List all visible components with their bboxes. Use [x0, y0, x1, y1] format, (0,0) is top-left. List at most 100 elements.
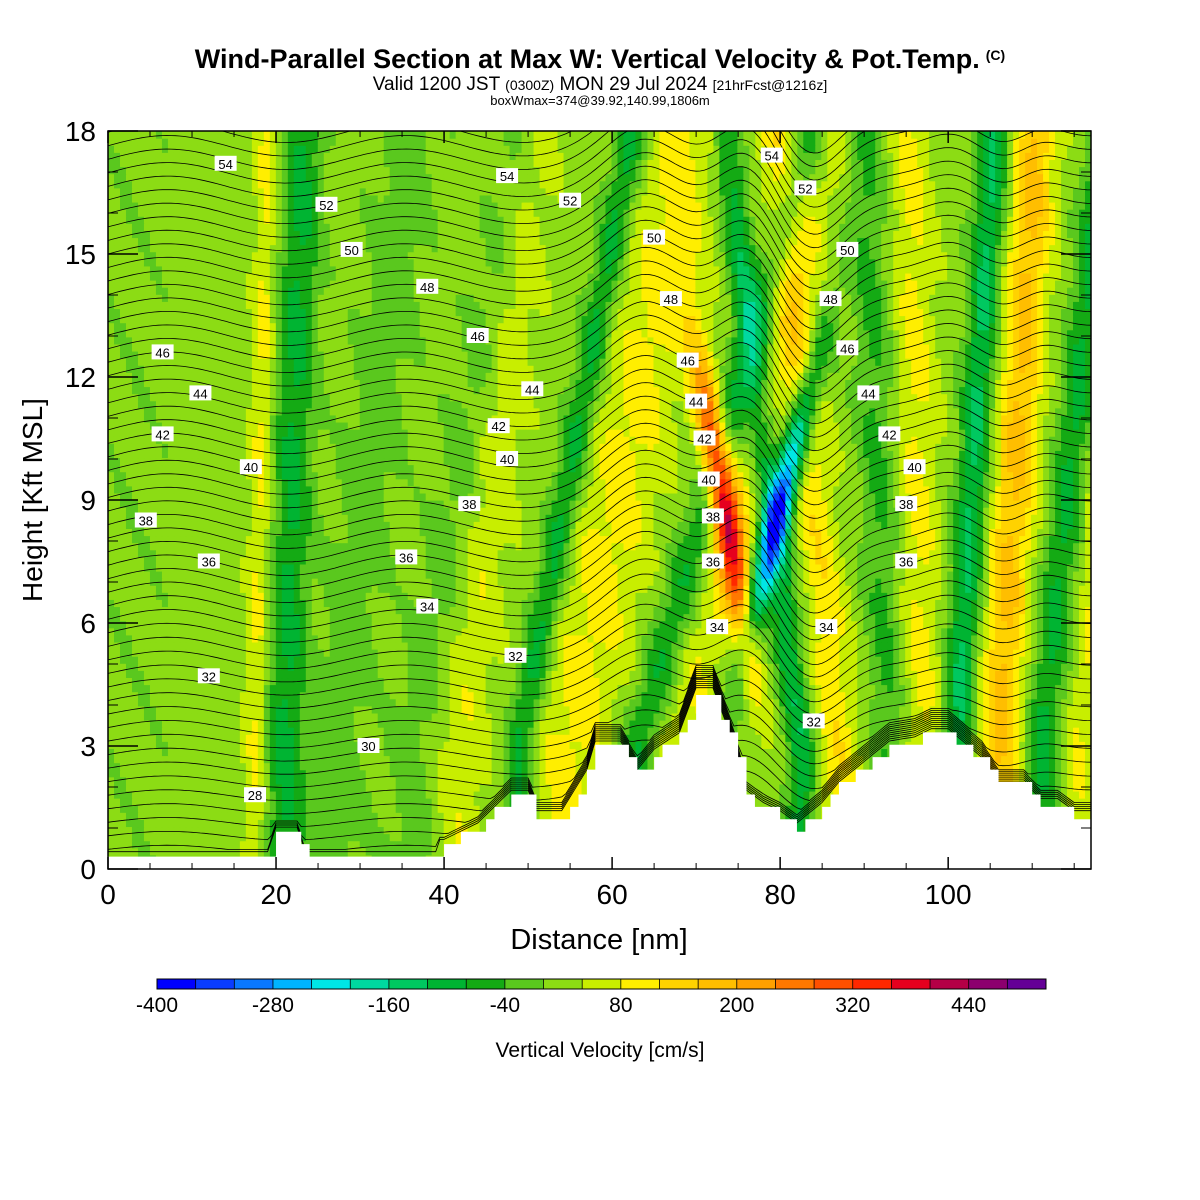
w-cell [869, 656, 876, 664]
w-cell [437, 670, 445, 679]
w-cell [467, 705, 475, 714]
w-cell [863, 670, 870, 679]
w-cell [233, 705, 241, 714]
w-cell [323, 712, 331, 721]
w-cell [167, 684, 175, 693]
w-cell [485, 762, 493, 771]
w-cell [215, 719, 223, 728]
w-cell [551, 712, 559, 721]
w-cell [215, 705, 223, 714]
w-cell [287, 734, 295, 742]
w-cell [431, 798, 439, 806]
w-cell [533, 719, 541, 728]
w-cell [473, 741, 481, 749]
w-cell [407, 670, 415, 679]
w-cell [431, 826, 439, 835]
w-cell [371, 684, 379, 693]
w-cell [503, 684, 511, 693]
w-cell [191, 712, 199, 721]
w-cell [761, 769, 768, 778]
w-cell [995, 712, 1002, 721]
w-cell [365, 798, 373, 806]
w-cell [263, 712, 271, 721]
w-cell [335, 719, 343, 728]
w-cell [1079, 705, 1086, 714]
w-cell [1055, 719, 1062, 728]
w-cell [281, 805, 289, 813]
w-cell [581, 698, 589, 707]
w-cell [857, 712, 864, 721]
w-cell [1067, 656, 1074, 664]
w-cell [1007, 670, 1014, 679]
w-cell [1049, 691, 1056, 700]
w-cell [437, 741, 445, 749]
w-cell [959, 705, 966, 714]
w-cell [413, 712, 421, 721]
w-cell [269, 663, 277, 671]
w-cell [503, 783, 511, 792]
w-cell [125, 705, 133, 714]
forecast-info: [21hrFcst@1216z] [712, 77, 828, 93]
w-cell [197, 826, 205, 835]
w-cell [227, 798, 235, 806]
w-cell [215, 762, 223, 771]
w-cell [203, 762, 211, 771]
w-cell [437, 677, 445, 686]
w-cell [263, 783, 271, 792]
w-cell [605, 656, 613, 664]
w-cell [455, 727, 463, 735]
w-cell [203, 812, 211, 820]
w-cell [323, 769, 331, 778]
w-cell [767, 712, 774, 721]
w-cell [779, 776, 786, 785]
w-cell [353, 677, 361, 686]
w-cell [647, 677, 655, 686]
w-cell [617, 719, 625, 728]
w-cell [509, 705, 517, 714]
w-cell [1025, 719, 1032, 728]
w-cell [515, 698, 523, 707]
w-cell [257, 748, 265, 757]
w-cell [419, 833, 427, 842]
w-cell [383, 691, 391, 700]
w-cell [371, 663, 379, 671]
w-cell [983, 663, 990, 671]
w-cell [275, 790, 283, 799]
w-cell [677, 727, 685, 735]
w-cell [629, 656, 637, 664]
w-cell [335, 677, 343, 686]
w-cell [443, 762, 451, 771]
w-cell [557, 769, 565, 778]
w-cell [353, 833, 361, 842]
w-cell [173, 840, 181, 849]
w-cell [143, 776, 151, 785]
w-cell [815, 748, 822, 757]
w-cell [983, 727, 990, 735]
w-cell [557, 656, 565, 664]
w-cell [827, 769, 834, 778]
w-cell [305, 656, 313, 664]
w-cell [1067, 776, 1074, 785]
w-cell [689, 656, 696, 664]
w-cell [371, 656, 379, 664]
w-cell [149, 698, 157, 707]
w-cell [305, 649, 313, 657]
w-cell [389, 812, 397, 820]
w-cell [821, 741, 828, 749]
w-cell [137, 755, 145, 764]
w-cell [455, 741, 463, 749]
w-cell [389, 776, 397, 785]
w-cell [455, 677, 463, 686]
w-cell [305, 719, 313, 728]
w-cell [167, 790, 175, 799]
w-cell [1079, 656, 1086, 664]
w-cell [425, 734, 433, 742]
w-cell [443, 769, 451, 778]
w-cell [749, 748, 756, 757]
w-cell [1049, 769, 1056, 778]
w-cell [773, 705, 780, 714]
w-cell [875, 719, 882, 728]
w-cell [203, 698, 211, 707]
w-cell [365, 727, 373, 735]
w-cell [299, 698, 307, 707]
